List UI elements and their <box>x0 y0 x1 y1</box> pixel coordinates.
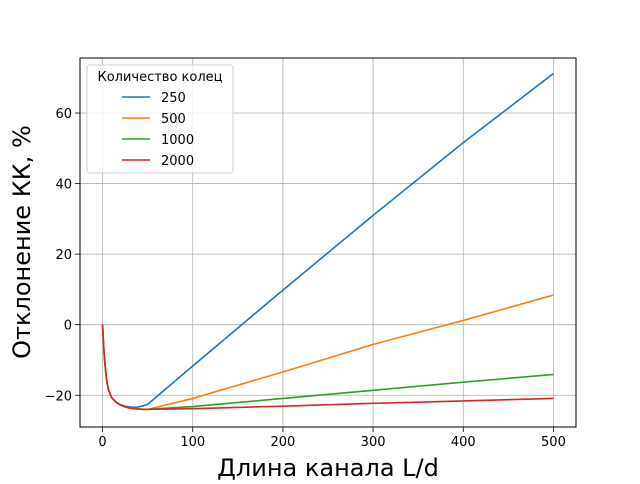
x-tick-label: 100 <box>180 435 205 450</box>
x-tick-label: 200 <box>270 435 295 450</box>
x-tick-label: 300 <box>361 435 386 450</box>
legend-label-1000: 1000 <box>161 133 194 148</box>
ticks: 0 100 200 300 400 500 −20 0 20 40 60 <box>45 107 566 450</box>
y-tick-label: 0 <box>64 319 72 334</box>
y-tick-label: 40 <box>55 178 72 193</box>
series-line-500 <box>101 294 554 411</box>
x-tick-label: 400 <box>451 435 476 450</box>
legend: Количество колец 250 500 1000 2000 <box>86 64 234 174</box>
y-tick-label: −20 <box>45 389 72 404</box>
y-tick-label: 20 <box>55 248 72 263</box>
series-layer <box>101 72 554 411</box>
y-tick-label: 60 <box>55 107 72 122</box>
legend-label-500: 500 <box>161 112 186 127</box>
series-line-2000 <box>101 324 554 411</box>
x-tick-label: 500 <box>541 435 566 450</box>
series-line-1000 <box>101 324 554 411</box>
legend-title: Количество колец <box>97 70 222 85</box>
legend-label-250: 250 <box>161 91 186 106</box>
legend-label-2000: 2000 <box>161 154 194 169</box>
legend-box <box>86 64 234 174</box>
y-axis-title: Отклонение КК, % <box>8 125 36 359</box>
x-axis-title: Длина канала L/d <box>217 454 439 480</box>
x-tick-label: 0 <box>98 435 106 450</box>
plot-frame <box>79 57 577 428</box>
